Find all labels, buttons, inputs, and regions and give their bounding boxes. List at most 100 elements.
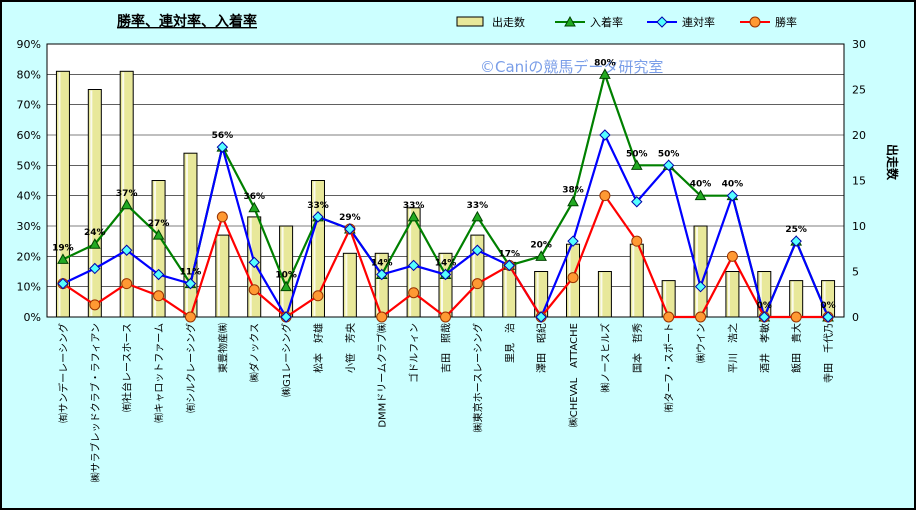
data-label: 29% bbox=[339, 213, 361, 223]
x-tick-label: ㈱ダノックス bbox=[248, 323, 261, 382]
x-tick-label: ㈲シルクレーシング bbox=[184, 323, 197, 413]
data-label: 19% bbox=[52, 243, 74, 253]
marker-triangle bbox=[57, 253, 69, 264]
data-label: 17% bbox=[498, 249, 520, 259]
legend-label: 出走数 bbox=[492, 15, 525, 29]
marker-circle bbox=[471, 278, 483, 290]
y-left-tick-label: 20% bbox=[17, 250, 41, 263]
legend-swatch-bar bbox=[456, 16, 484, 27]
marker-circle bbox=[790, 311, 802, 323]
x-tick-label: ㈱G1レーシング bbox=[280, 323, 293, 397]
marker-circle bbox=[599, 190, 611, 202]
marker-circle bbox=[121, 278, 133, 290]
marker-diamond bbox=[758, 311, 771, 323]
x-tick-label: ゴドルフィン bbox=[408, 323, 421, 383]
marker-triangle bbox=[630, 159, 643, 170]
data-label: 33% bbox=[403, 201, 425, 211]
marker-diamond bbox=[567, 235, 579, 247]
y-right-tick-label: 0 bbox=[852, 311, 859, 324]
data-label: 40% bbox=[722, 180, 744, 190]
x-tick-label: ㈱CHEVAL ATTACHE bbox=[568, 323, 580, 427]
x-tick-label: 松本 好雄 bbox=[312, 323, 325, 373]
y-right-tick-label: 30 bbox=[852, 38, 866, 51]
y-right-tick-label: 10 bbox=[852, 220, 866, 233]
marker-circle bbox=[376, 311, 388, 323]
marker-diamond bbox=[822, 311, 834, 323]
legend-label: 勝率 bbox=[775, 15, 797, 29]
marker-triangle bbox=[407, 210, 420, 222]
data-label: 20% bbox=[530, 240, 552, 250]
legend-marker bbox=[749, 16, 761, 28]
data-label: 11% bbox=[180, 268, 202, 278]
y-left-tick-label: 90% bbox=[17, 38, 41, 51]
marker-triangle bbox=[120, 198, 133, 210]
bar-runs bbox=[597, 271, 612, 318]
marker-diamond bbox=[248, 256, 260, 269]
right-axis-title: 出走数 bbox=[885, 144, 900, 181]
marker-diamond bbox=[535, 311, 547, 323]
marker-triangle bbox=[535, 250, 547, 261]
y-left-tick-label: 40% bbox=[17, 190, 41, 203]
marker-diamond bbox=[184, 277, 197, 290]
marker-diamond bbox=[790, 235, 802, 247]
marker-circle bbox=[408, 287, 420, 299]
x-tick-label: 酒井 孝敏 bbox=[758, 323, 771, 373]
marker-diamond bbox=[376, 268, 388, 281]
x-tick-label: 吉田 照哉 bbox=[441, 323, 453, 373]
marker-circle bbox=[663, 311, 675, 323]
data-label: 0% bbox=[757, 301, 772, 311]
data-label: 33% bbox=[307, 201, 329, 211]
marker-diamond bbox=[694, 280, 707, 293]
data-label: 0% bbox=[820, 301, 835, 311]
data-label: 24% bbox=[84, 228, 106, 238]
marker-circle bbox=[153, 290, 165, 302]
legend-label: 入着率 bbox=[590, 15, 623, 29]
marker-diamond bbox=[280, 311, 292, 323]
data-label: 14% bbox=[371, 259, 393, 269]
data-label: 25% bbox=[785, 225, 807, 235]
marker-diamond bbox=[471, 244, 484, 256]
marker-diamond bbox=[407, 259, 420, 272]
x-tick-label: ㈲社台レースホース bbox=[121, 323, 134, 412]
y-right-tick-label: 20 bbox=[852, 129, 866, 142]
y-left-tick-label: 80% bbox=[17, 68, 41, 81]
data-label: 40% bbox=[690, 180, 712, 190]
data-label: 27% bbox=[148, 219, 170, 229]
legend: 出走数 入着率 連対率 勝率 bbox=[456, 15, 797, 29]
marker-diamond bbox=[503, 259, 515, 272]
x-tick-label: ㈲ターフ・スポート bbox=[664, 323, 676, 412]
y-left-tick-label: 10% bbox=[17, 281, 41, 294]
marker-triangle bbox=[152, 229, 165, 240]
x-tick-label: 国本 哲秀 bbox=[631, 323, 644, 373]
bar-runs bbox=[725, 271, 740, 318]
y-left-tick-label: 50% bbox=[17, 159, 41, 172]
marker-triangle bbox=[471, 210, 484, 222]
legend-label: 連対率 bbox=[682, 15, 715, 29]
y-right-tick-label: 15 bbox=[852, 175, 866, 188]
marker-circle bbox=[695, 311, 707, 323]
marker-circle bbox=[631, 235, 643, 247]
bar-runs bbox=[629, 243, 644, 318]
data-label: 14% bbox=[435, 259, 457, 269]
marker-triangle bbox=[88, 238, 101, 249]
x-tick-label: 澤田 昭紀 bbox=[535, 323, 548, 373]
marker-circle bbox=[726, 250, 738, 262]
watermark-text: ©Caniの競馬データ研究室 bbox=[480, 58, 663, 76]
data-label: 33% bbox=[467, 201, 489, 211]
x-tick-label: ㈱ノースヒルズ bbox=[599, 323, 612, 393]
marker-circle bbox=[89, 299, 101, 311]
x-tick-label: DMMドリームクラブ㈱ bbox=[376, 323, 389, 428]
data-label: 37% bbox=[116, 189, 138, 199]
bar-runs bbox=[183, 152, 198, 318]
marker-circle bbox=[567, 272, 579, 284]
marker-triangle bbox=[280, 280, 292, 292]
x-tick-label: ㈲サンデーレーシング bbox=[57, 323, 70, 423]
x-tick-label: ㈱ウイン bbox=[696, 323, 708, 363]
marker-diamond bbox=[89, 262, 101, 275]
marker-circle bbox=[184, 311, 196, 323]
bar-runs bbox=[342, 252, 357, 318]
y-left-tick-label: 70% bbox=[17, 99, 41, 112]
x-tick-label: 平川 浩之 bbox=[726, 323, 739, 373]
x-tick-label: 飯田 貴大 bbox=[790, 323, 803, 373]
data-label: 38% bbox=[562, 186, 584, 196]
